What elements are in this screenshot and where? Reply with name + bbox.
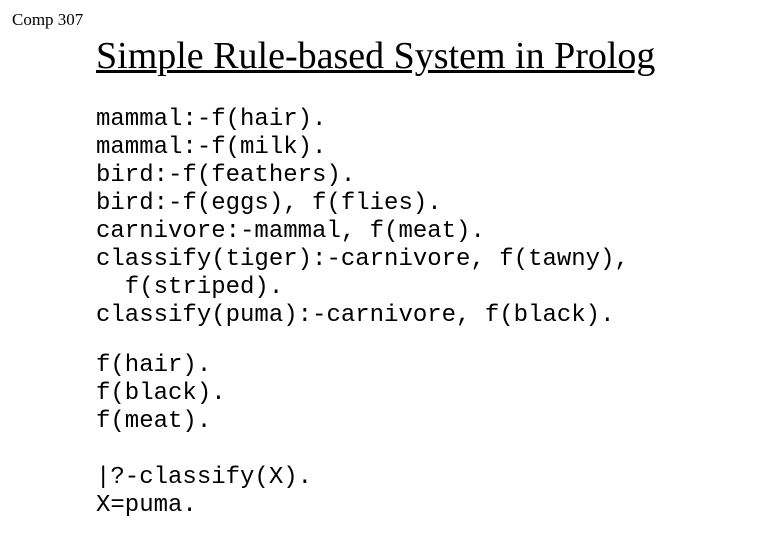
prolog-rules-block: mammal:-f(hair). mammal:-f(milk). bird:-… <box>96 106 629 330</box>
course-label: Comp 307 <box>12 10 83 30</box>
page-title: Simple Rule-based System in Prolog <box>96 34 655 78</box>
prolog-query-block: |?-classify(X). X=puma. <box>96 464 312 520</box>
prolog-facts-block: f(hair). f(black). f(meat). <box>96 352 226 436</box>
